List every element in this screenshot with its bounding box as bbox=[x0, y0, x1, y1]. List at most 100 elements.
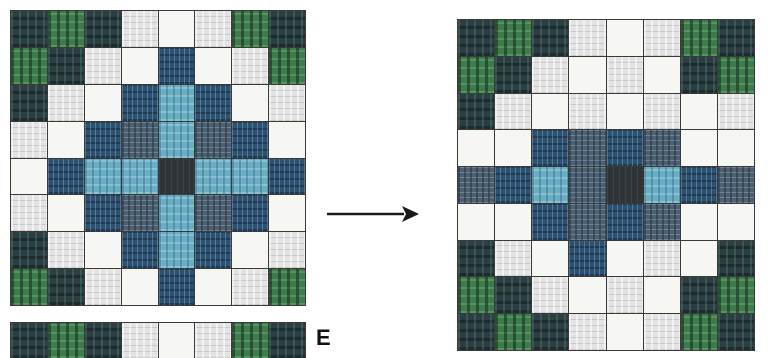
quilt-tile bbox=[269, 323, 305, 358]
quilt-tile bbox=[680, 314, 717, 350]
quilt-tile bbox=[121, 158, 158, 195]
quilt-tile bbox=[232, 158, 269, 195]
quilt-tile bbox=[158, 269, 195, 305]
quilt-tile bbox=[195, 11, 232, 47]
quilt-tile bbox=[495, 203, 532, 240]
quilt-tile bbox=[269, 232, 305, 269]
quilt-tile bbox=[195, 232, 232, 269]
quilt-tile bbox=[11, 195, 47, 232]
quilt-tile bbox=[121, 47, 158, 84]
quilt-tile bbox=[532, 240, 569, 277]
quilt-tile bbox=[680, 93, 717, 130]
quilt-tile bbox=[84, 47, 121, 84]
quilt-tile bbox=[606, 56, 643, 93]
quilt-tile bbox=[606, 93, 643, 130]
quilt-tile bbox=[84, 323, 121, 358]
quilt-tile bbox=[569, 56, 606, 93]
quilt-tile bbox=[121, 232, 158, 269]
quilt-tile bbox=[643, 203, 680, 240]
quilt-tile bbox=[532, 130, 569, 167]
quilt-tile bbox=[232, 323, 269, 358]
quilt-tile bbox=[121, 269, 158, 305]
quilt-tile bbox=[643, 314, 680, 350]
quilt-tile bbox=[11, 47, 47, 84]
quilt-tile bbox=[195, 269, 232, 305]
quilt-tile bbox=[532, 314, 569, 350]
quilt-tile bbox=[458, 56, 495, 93]
right-quilt bbox=[457, 19, 755, 351]
quilt-tile bbox=[680, 240, 717, 277]
quilt-tile bbox=[680, 277, 717, 314]
quilt-tile bbox=[232, 195, 269, 232]
quilt-tile bbox=[47, 11, 84, 47]
quilt-tile bbox=[47, 121, 84, 158]
quilt-tile bbox=[269, 11, 305, 47]
quilt-tile bbox=[458, 20, 495, 56]
quilt-tile bbox=[606, 167, 643, 203]
quilt-tile bbox=[532, 56, 569, 93]
quilt-tile bbox=[269, 47, 305, 84]
quilt-tile bbox=[606, 20, 643, 56]
quilt-tile bbox=[11, 84, 47, 121]
quilt-tile bbox=[121, 323, 158, 358]
quilt-tile bbox=[717, 203, 754, 240]
quilt-tile bbox=[717, 240, 754, 277]
quilt-tile bbox=[606, 203, 643, 240]
quilt-tile bbox=[532, 167, 569, 203]
quilt-tile bbox=[606, 130, 643, 167]
quilt-tile bbox=[269, 195, 305, 232]
quilt-tile bbox=[47, 232, 84, 269]
quilt-tile bbox=[121, 121, 158, 158]
quilt-tile bbox=[495, 277, 532, 314]
quilt-tile bbox=[195, 323, 232, 358]
quilt-tile bbox=[269, 121, 305, 158]
quilt-tile bbox=[643, 93, 680, 130]
quilt-tile bbox=[458, 130, 495, 167]
quilt-tile bbox=[680, 130, 717, 167]
quilt-tile bbox=[717, 20, 754, 56]
quilt-tile bbox=[717, 277, 754, 314]
left-quilt bbox=[10, 10, 306, 306]
quilt-tile bbox=[47, 158, 84, 195]
quilt-tile bbox=[195, 47, 232, 84]
quilt-tile bbox=[532, 20, 569, 56]
quilt-tile bbox=[121, 84, 158, 121]
quilt-tile bbox=[84, 232, 121, 269]
quilt-tile bbox=[643, 20, 680, 56]
quilt-tile bbox=[643, 130, 680, 167]
quilt-tile bbox=[569, 93, 606, 130]
quilt-tile bbox=[495, 167, 532, 203]
panel-label: E bbox=[316, 325, 331, 350]
quilt-tile bbox=[532, 277, 569, 314]
quilt-tile bbox=[495, 20, 532, 56]
quilt-tile bbox=[195, 121, 232, 158]
quilt-tile bbox=[532, 93, 569, 130]
quilt-tile bbox=[680, 167, 717, 203]
quilt-tile bbox=[158, 84, 195, 121]
quilt-tile bbox=[717, 314, 754, 350]
quilt-tile bbox=[495, 314, 532, 350]
quilt-tile bbox=[158, 121, 195, 158]
quilt-tile bbox=[495, 56, 532, 93]
quilt-tile bbox=[717, 56, 754, 93]
quilt-tile bbox=[458, 93, 495, 130]
quilt-row-strip bbox=[10, 322, 306, 358]
quilt-tile bbox=[643, 240, 680, 277]
quilt-tile bbox=[495, 130, 532, 167]
quilt-tile bbox=[569, 167, 606, 203]
quilt-tile bbox=[569, 130, 606, 167]
quilt-tile bbox=[84, 84, 121, 121]
quilt-tile bbox=[84, 121, 121, 158]
quilt-tile bbox=[11, 232, 47, 269]
quilt-tile bbox=[232, 84, 269, 121]
quilt-tile bbox=[121, 195, 158, 232]
quilt-tile bbox=[269, 84, 305, 121]
quilt-tile bbox=[195, 158, 232, 195]
quilt-tile bbox=[569, 203, 606, 240]
quilt-tile bbox=[158, 232, 195, 269]
quilt-tile bbox=[47, 269, 84, 305]
quilt-tile bbox=[269, 269, 305, 305]
quilt-tile bbox=[643, 167, 680, 203]
quilt-tile bbox=[232, 232, 269, 269]
quilt-tile bbox=[680, 20, 717, 56]
